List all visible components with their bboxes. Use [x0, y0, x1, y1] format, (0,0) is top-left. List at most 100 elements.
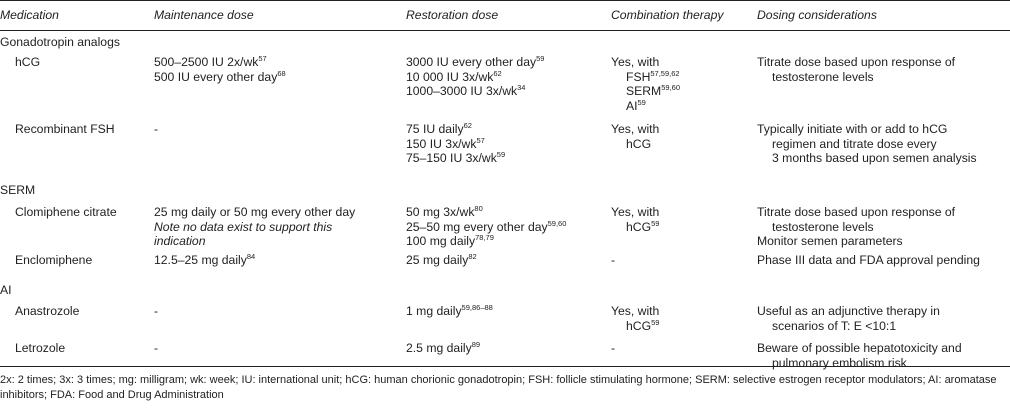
restoration-dose-line: 10 000 IU 3x/wk62 — [406, 69, 544, 85]
restoration-dose-line-text: 2.5 mg daily — [406, 341, 472, 355]
dosing-line: Phase III data and FDA approval pending — [757, 253, 980, 267]
dosing-line: Typically initiate with or add to hCG — [757, 122, 948, 136]
reference-superscript: 59 — [536, 54, 545, 63]
combination-item-text: hCG — [626, 219, 652, 234]
reference-superscript: 57 — [258, 54, 267, 63]
dosing-line: Useful as an adjunctive therapy in — [757, 304, 940, 318]
table-footnote: 2x: 2 times; 3x: 3 times; mg: milligram;… — [0, 374, 997, 401]
combination-item: hCG — [611, 137, 659, 152]
dosing-considerations: Titrate dose based upon response of testo… — [757, 205, 955, 249]
restoration-dose-line: 1 mg daily59,86–88 — [406, 304, 493, 319]
maintenance-dose-line-text: - — [154, 122, 159, 136]
maintenance-dose: - — [154, 341, 158, 356]
combination-item: AI59 — [611, 97, 680, 114]
maintenance-dose-line-text: - — [154, 304, 159, 318]
combination-therapy: - — [611, 253, 615, 268]
medication-name: Recombinant FSH — [15, 122, 115, 136]
combination-item-text: AI — [626, 98, 638, 113]
restoration-dose-line: 150 IU 3x/wk57 — [406, 136, 505, 152]
maintenance-dose-line-text: 500–2500 IU 2x/wk — [154, 55, 259, 69]
reference-superscript: 59 — [637, 97, 646, 107]
reference-superscript: 68 — [277, 68, 286, 78]
restoration-dose-line-text: 25 mg daily — [406, 253, 469, 267]
table-top-rule — [0, 0, 1010, 1]
restoration-dose: 25 mg daily82 — [406, 253, 477, 268]
restoration-dose: 75 IU daily62 150 IU 3x/wk57 75–150 IU 3x/… — [406, 122, 505, 166]
reference-superscript: 59,60 — [661, 83, 680, 92]
restoration-dose: 2.5 mg daily89 — [406, 341, 480, 356]
header-maintenance-dose: Maintenance dose — [154, 8, 254, 22]
maintenance-dose-line: - — [154, 341, 158, 356]
combination-item: hCG59 — [611, 218, 660, 235]
medication-name: Letrozole — [15, 341, 66, 355]
dosing-line: testosterone levels — [772, 69, 874, 84]
restoration-dose-line: 50 mg 3x/wk80 — [406, 205, 566, 220]
restoration-dose-line-text: 10 000 IU 3x/wk — [406, 69, 494, 84]
maintenance-dose-line: 500 IU every other day68 — [154, 68, 286, 85]
restoration-dose-line-text: 75–150 IU 3x/wk — [406, 151, 497, 165]
combination-therapy: Yes, with hCG59 — [611, 205, 659, 234]
category-label: Gonadotropin analogs — [0, 35, 120, 49]
maintenance-dose-line-text: 12.5–25 mg daily — [154, 253, 247, 267]
restoration-dose: 3000 IU every other day59 10 000 IU 3x/wk… — [406, 55, 544, 99]
restoration-dose-line-text: 50 mg 3x/wk — [406, 205, 475, 219]
reference-superscript: 62 — [463, 121, 472, 130]
dosing-considerations: Titrate dose based upon response of testo… — [757, 55, 955, 84]
dosing-line: pulmonary embolism risk — [772, 355, 907, 370]
maintenance-dose-line-text: 25 mg daily or 50 mg every other day — [154, 205, 356, 219]
restoration-dose-line: 25–50 mg every other day59,60 — [406, 218, 567, 235]
header-restoration-dose: Restoration dose — [406, 8, 499, 22]
reference-superscript: 59 — [496, 150, 506, 159]
reference-superscript: 84 — [246, 252, 256, 261]
restoration-dose-line: 2.5 mg daily89 — [406, 341, 480, 356]
combination-item-text: hCG — [626, 136, 652, 151]
maintenance-dose-line-text: - — [154, 341, 159, 355]
combination-item: hCG59 — [611, 318, 659, 334]
combination-item: SERM59,60 — [611, 84, 680, 99]
dosing-line: Titrate dose based upon response of — [757, 205, 956, 219]
restoration-dose-line: 1000–3000 IU 3x/wk34 — [406, 84, 544, 99]
restoration-dose-line: 100 mg daily78,79 — [406, 234, 566, 249]
restoration-dose-line: 3000 IU every other day59 — [406, 55, 544, 70]
restoration-dose-line-text: 25–50 mg every other day — [406, 219, 548, 234]
combination-therapy: Yes, with hCG — [611, 122, 659, 151]
combination-lead: - — [611, 253, 616, 267]
restoration-dose-line-text: 75 IU daily — [406, 122, 464, 136]
medication-name: Anastrozole — [15, 304, 80, 318]
maintenance-dose: - — [154, 304, 158, 319]
combination-lead: Yes, with — [611, 55, 660, 69]
reference-superscript: 89 — [471, 340, 481, 349]
category-label: AI — [0, 283, 12, 297]
combination-item-text: SERM — [626, 84, 662, 98]
dosing-considerations: Typically initiate with or add to hCG reg… — [757, 122, 977, 166]
dosing-line: scenarios of T: E <10:1 — [772, 318, 897, 333]
restoration-dose-line-text: 100 mg daily — [406, 234, 476, 248]
dosing-considerations: Useful as an adjunctive therapy in scenar… — [757, 304, 940, 333]
maintenance-dose-line: - — [154, 304, 158, 319]
combination-lead: Yes, with — [611, 205, 660, 219]
restoration-dose-line-text: 3000 IU every other day — [406, 55, 537, 69]
restoration-dose-line-text: 150 IU 3x/wk — [406, 136, 477, 151]
table-bottom-rule — [0, 366, 1010, 367]
restoration-dose: 1 mg daily59,86–88 — [406, 304, 493, 319]
reference-superscript: 59 — [651, 218, 660, 228]
category-label: SERM — [0, 183, 36, 197]
medication-name: Clomiphene citrate — [15, 205, 117, 219]
maintenance-dose-line: 12.5–25 mg daily84 — [154, 253, 255, 268]
medication-name: Enclomiphene — [15, 253, 93, 267]
header-dosing-considerations: Dosing considerations — [757, 8, 877, 22]
combination-item-text: FSH — [626, 69, 651, 84]
maintenance-dose: 25 mg daily or 50 mg every other day Note… — [154, 205, 355, 249]
dosing-line: testosterone levels — [772, 219, 874, 234]
reference-superscript: 34 — [517, 83, 526, 92]
maintenance-dose: 12.5–25 mg daily84 — [154, 253, 255, 268]
combination-item: FSH57,59,62 — [611, 69, 680, 85]
reference-superscript: 59,60 — [547, 218, 567, 228]
combination-therapy: Yes, with hCG59 — [611, 304, 659, 333]
dosing-line: 3 months based upon semen analysis — [772, 151, 977, 165]
table-header-rule — [0, 30, 1010, 31]
maintenance-dose: - — [154, 122, 158, 137]
reference-superscript: 82 — [468, 252, 477, 261]
maintenance-dose: 500–2500 IU 2x/wk57 500 IU every other da… — [154, 55, 286, 84]
